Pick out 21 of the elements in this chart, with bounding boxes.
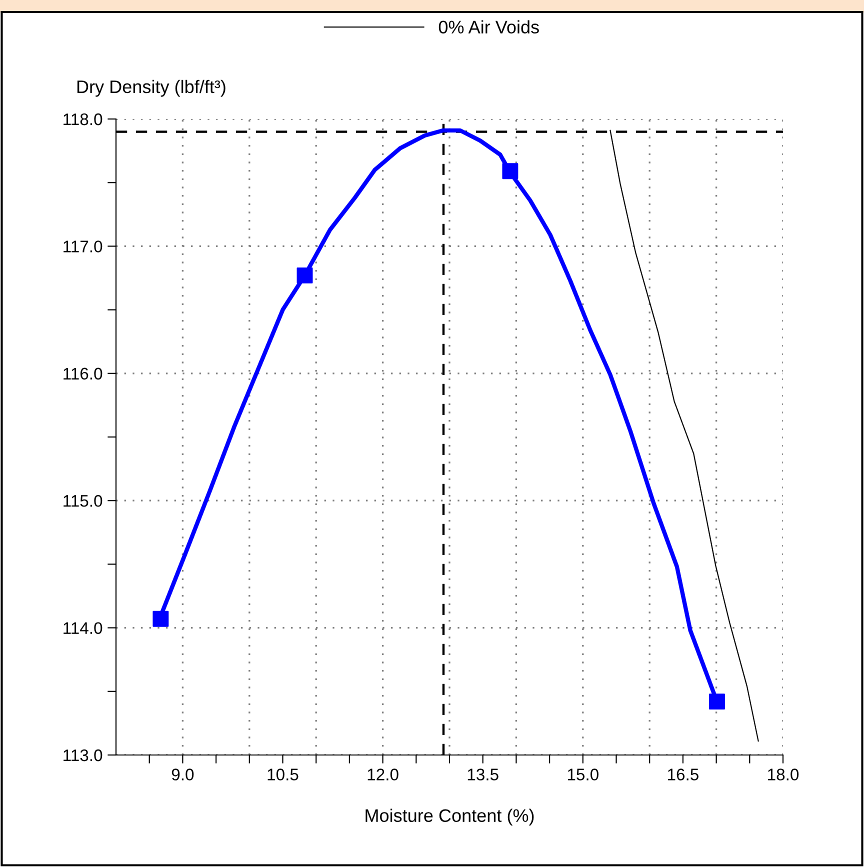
y-tick-label: 118.0 [64, 113, 102, 126]
x-tick-label: 16.5 [668, 768, 698, 780]
point [296, 267, 313, 284]
line-series [610, 130, 759, 742]
y-tick-label: 115.0 [64, 495, 102, 507]
y-axis-title: Dry Density (lbf/ft³) [77, 80, 226, 97]
x-tick-label: 15.0 [568, 768, 598, 780]
text: 9.0 [172, 768, 194, 780]
y-tick-label: 114.0 [64, 622, 102, 634]
point [152, 610, 169, 627]
x-axis-title: Moisture Content (%) [366, 808, 534, 826]
x-tick-label: 13.5 [468, 768, 498, 780]
x-tick-label: 10.5 [268, 768, 298, 780]
x-tick-label: 12.0 [368, 768, 398, 780]
y-tick-label: 113.0 [64, 749, 102, 762]
point [502, 163, 518, 180]
text: 0% Air Voids [438, 20, 539, 34]
point [708, 694, 725, 710]
x-tick-label: 18.0 [768, 768, 799, 780]
y-tick-label: 117.0 [64, 240, 102, 252]
y-tick-label: 116.0 [64, 368, 102, 380]
